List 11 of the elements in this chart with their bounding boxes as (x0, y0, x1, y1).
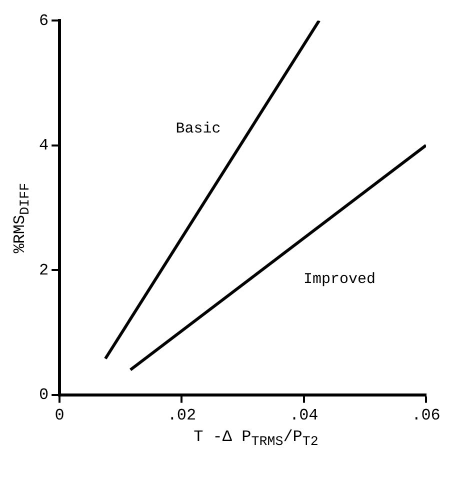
y-tick-label: 4 (38, 136, 49, 155)
x-tick-label: .06 (412, 406, 440, 425)
y-tick-label: 2 (38, 261, 49, 280)
y-tick-label: 0 (38, 386, 49, 404)
x-tick-label: .04 (289, 406, 318, 425)
x-tick-label: 0 (54, 406, 64, 425)
series-label: Basic (176, 120, 221, 138)
y-tick-label: 6 (38, 12, 49, 30)
series-label: Improved (303, 270, 376, 288)
x-axis-title: T -Δ P$_{TRMS}$/P$_{T2}$ (192, 428, 320, 450)
x-tick-label: .02 (167, 406, 196, 425)
